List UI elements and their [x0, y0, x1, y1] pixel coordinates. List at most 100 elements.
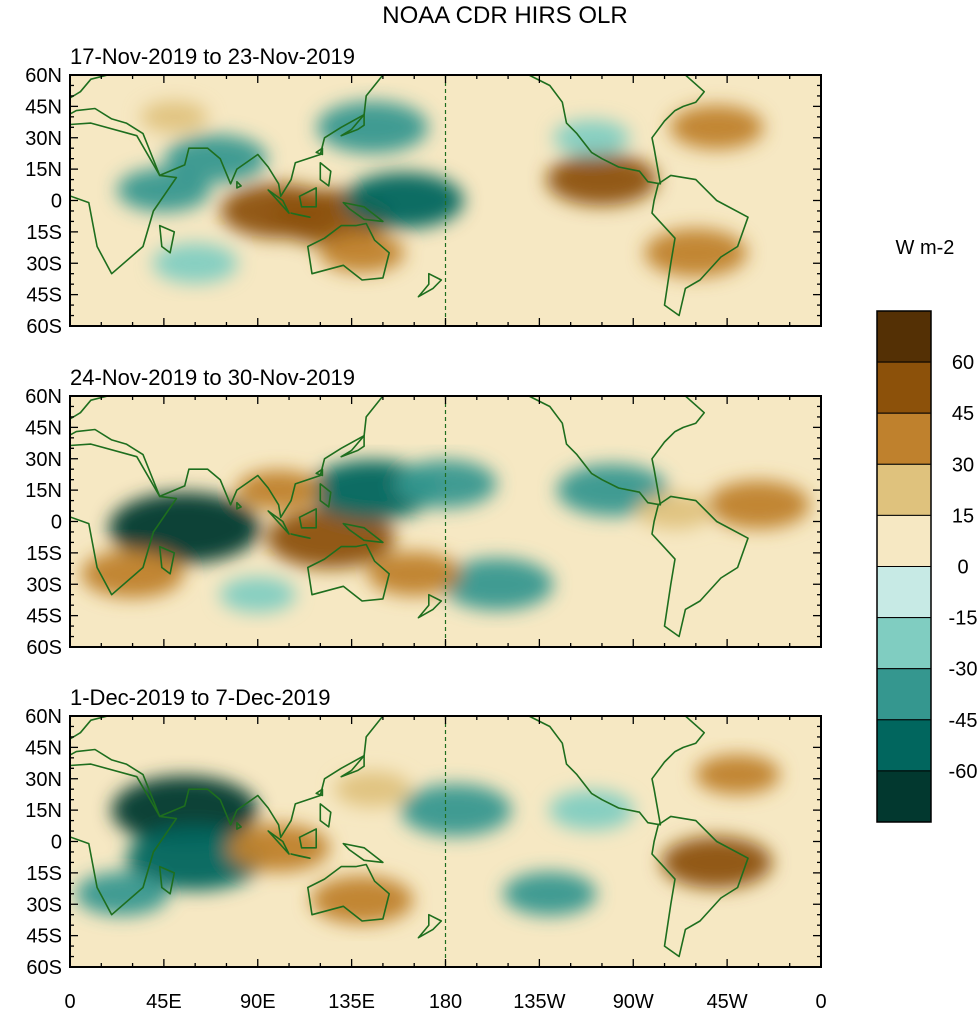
map-panel: 17-Nov-2019 to 23-Nov-2019 60N 45N 30N 15N 0 1…	[25, 44, 822, 338]
colorbar-frame	[876, 310, 932, 823]
map-panel: 24-Nov-2019 to 30-Nov-2019 60N 45N 30N 15N 0 1…	[25, 365, 822, 659]
colorbar-swatch	[876, 412, 932, 465]
anomaly-region	[442, 558, 554, 611]
coastline	[651, 174, 749, 317]
anomaly-region	[661, 836, 773, 889]
coastline	[319, 803, 332, 828]
anomaly-region	[707, 480, 810, 529]
coastline	[158, 545, 176, 575]
x-tick-label: 90E	[240, 991, 276, 1013]
coastline	[298, 828, 317, 849]
y-tick-label: 30N	[25, 449, 62, 471]
coastline	[298, 187, 317, 208]
coastline	[307, 543, 390, 602]
coastline	[417, 593, 443, 619]
colorbar-tick-label: 15	[952, 505, 974, 527]
colorbar-swatch	[876, 668, 932, 721]
coastline	[651, 815, 749, 958]
anomaly-region	[117, 168, 211, 212]
anomaly-region	[236, 470, 322, 510]
coastline	[290, 212, 311, 218]
colorbar-swatch	[876, 617, 932, 670]
coastline	[315, 468, 324, 477]
coastline	[70, 716, 384, 839]
coastline	[651, 495, 749, 638]
y-tick-label: 60S	[26, 637, 62, 659]
colorbar-units: W m-2	[896, 237, 955, 259]
panel-date-label: 17-Nov-2019 to 23-Nov-2019	[70, 44, 355, 69]
anomaly-region	[636, 493, 713, 529]
y-tick-label: 15S	[26, 222, 62, 244]
anomaly-region	[669, 105, 764, 150]
colorbar-tick-label: 45	[952, 403, 974, 425]
coastline	[705, 396, 781, 397]
anomaly-region	[367, 551, 462, 596]
y-tick-label: 45S	[26, 606, 62, 628]
y-tick-label: 60N	[25, 386, 62, 408]
y-tick-label: 15N	[25, 480, 62, 502]
y-tick-label: 0	[51, 512, 62, 534]
coastline	[70, 122, 178, 275]
anomaly-region	[695, 754, 780, 795]
y-tick-label: 15N	[25, 159, 62, 181]
coastline	[236, 180, 242, 189]
anomaly-region	[310, 876, 414, 925]
colorbar: W m-2 -60 -45 -30 -15 0 15 30 45 60	[876, 237, 978, 823]
coastline	[340, 113, 365, 137]
coastline	[315, 788, 324, 797]
anomaly-region	[111, 775, 258, 845]
anomaly-region	[81, 549, 184, 598]
anomaly-region	[549, 790, 634, 830]
colorbar-swatch	[876, 719, 932, 772]
coastline	[267, 189, 290, 214]
anomaly-region	[140, 101, 208, 133]
coastline	[469, 396, 705, 506]
colorbar-tick-label: 0	[957, 557, 968, 579]
coastline	[158, 865, 176, 895]
anomaly-region	[266, 508, 396, 569]
coastline	[319, 162, 332, 187]
colorbar-swatch	[876, 361, 932, 414]
anomaly-region	[219, 576, 296, 613]
coastline	[70, 75, 384, 198]
y-tick-label: 30N	[25, 128, 62, 150]
coastline	[267, 830, 290, 855]
x-tick-label: 45W	[707, 991, 748, 1013]
coastline	[307, 863, 390, 922]
anomaly-region	[553, 119, 630, 156]
coastline	[417, 913, 443, 939]
y-tick-label: 60S	[26, 957, 62, 979]
anomaly-region	[334, 771, 411, 808]
y-tick-label: 30N	[25, 769, 62, 791]
y-tick-label: 15S	[26, 543, 62, 565]
y-tick-label: 0	[51, 191, 62, 213]
y-tick-label: 60N	[25, 706, 62, 728]
colorbar-swatch	[876, 310, 932, 363]
coastline	[340, 434, 365, 458]
anomaly-region	[319, 232, 405, 273]
x-tick-label: 135E	[328, 991, 375, 1013]
coastline	[469, 716, 705, 826]
coastline	[307, 222, 390, 281]
coastline	[469, 75, 705, 185]
coastline	[158, 224, 176, 254]
colorbar-swatch	[876, 566, 932, 619]
coastline	[70, 763, 178, 916]
chart-title: NOAA CDR HIRS OLR	[382, 2, 628, 29]
panel-date-label: 1-Dec-2019 to 7-Dec-2019	[70, 685, 330, 710]
y-tick-label: 45N	[25, 737, 62, 759]
anomaly-region	[108, 492, 261, 564]
colorbar-swatch	[876, 770, 932, 823]
colorbar-tick-label: -15	[949, 608, 978, 630]
coastline	[705, 716, 781, 717]
coastline	[342, 842, 384, 864]
colorbar-tick-label: -45	[949, 710, 978, 732]
anomaly-region	[75, 871, 169, 916]
coastline	[319, 483, 332, 508]
coastline	[290, 853, 311, 859]
x-tick-label: 90W	[613, 991, 654, 1013]
y-tick-label: 45S	[26, 285, 62, 307]
colorbar-tick-label: -30	[949, 659, 978, 681]
coastline	[70, 443, 178, 596]
